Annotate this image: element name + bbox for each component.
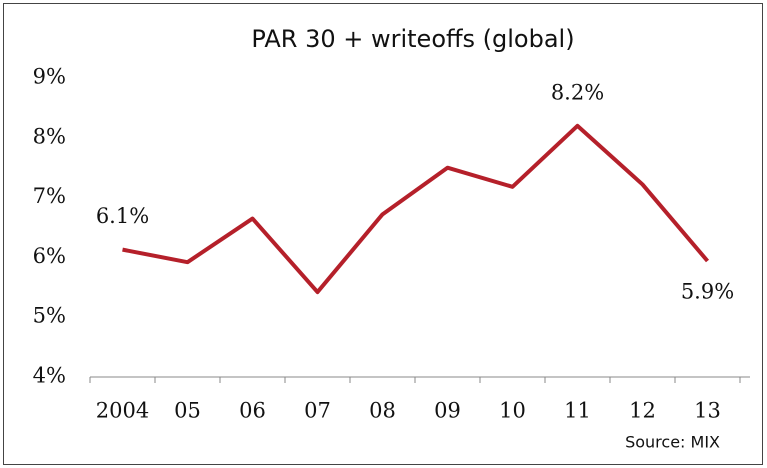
y-tick-label: 8% <box>33 124 66 148</box>
x-tick-label: 13 <box>694 399 721 423</box>
chart-title: PAR 30 + writeoffs (global) <box>251 25 574 53</box>
line-series <box>122 123 710 295</box>
x-tick-label: 11 <box>564 399 591 423</box>
x-tick-label: 12 <box>629 399 656 423</box>
y-tick-label: 6% <box>33 244 66 268</box>
x-tick-label: 06 <box>239 399 266 423</box>
x-tick-label: 10 <box>499 399 526 423</box>
y-tick-label: 9% <box>33 65 66 89</box>
data-label: 8.2% <box>551 80 604 104</box>
source-note: Source: MIX <box>625 433 720 452</box>
data-label: 5.9% <box>681 279 734 303</box>
x-tick-label: 08 <box>369 399 396 423</box>
data-label: 6.1% <box>96 204 149 228</box>
x-tick-label: 2004 <box>96 399 149 423</box>
x-tick-label: 05 <box>174 399 201 423</box>
x-tick-label: 09 <box>434 399 461 423</box>
y-tick-label: 7% <box>33 184 66 208</box>
y-tick-label: 5% <box>33 304 66 328</box>
frame <box>3 3 763 465</box>
y-tick-label: 4% <box>33 364 66 388</box>
x-tick-label: 07 <box>304 399 331 423</box>
